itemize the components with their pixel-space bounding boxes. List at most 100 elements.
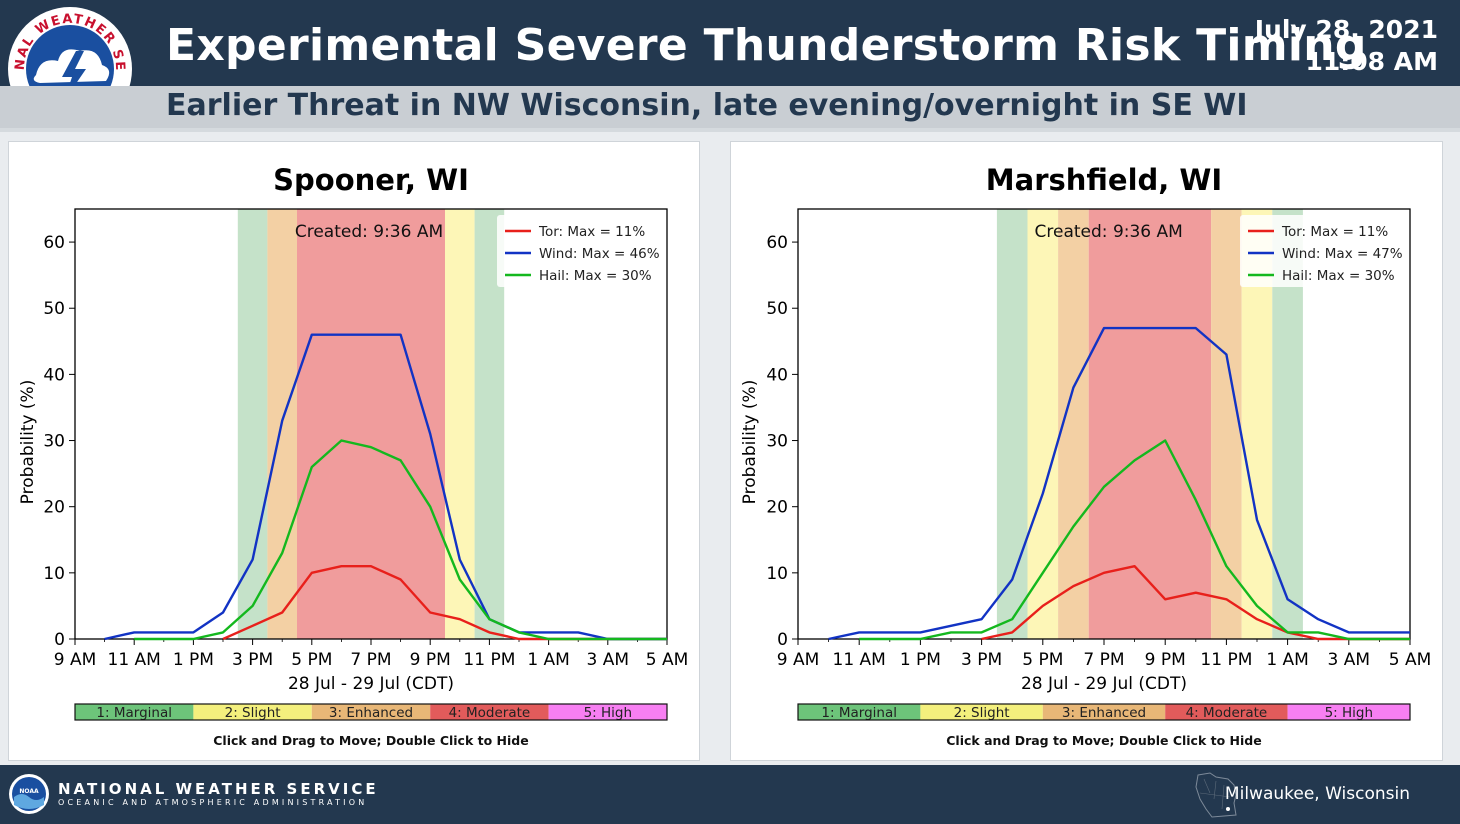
time-text: 11:08 AM xyxy=(1305,47,1438,76)
x-tick-label: 11 PM xyxy=(1200,650,1252,670)
risk-legend-label: 3: Enhanced xyxy=(1062,705,1146,721)
legend-entry-hail: Hail: Max = 30% xyxy=(539,268,652,284)
chart-title: Spooner, WI xyxy=(273,163,469,197)
risk-legend-label: 2: Slight xyxy=(225,705,281,721)
x-tick-label: 7 PM xyxy=(1083,650,1124,670)
risk-legend-label: 2: Slight xyxy=(954,705,1010,721)
x-tick-label: 9 AM xyxy=(54,650,97,670)
legend-entry-hail: Hail: Max = 30% xyxy=(1282,268,1395,284)
x-axis-label: 28 Jul - 29 Jul (CDT) xyxy=(1021,674,1187,694)
x-tick-label: 1 PM xyxy=(900,650,941,670)
chart-svg-marshfield: Marshfield, WI 0 10 20 30 40 50 60 9 AM 11 AM 1 PM… xyxy=(740,163,1432,748)
risk-legend-label: 5: High xyxy=(1325,705,1373,721)
y-tick-label: 10 xyxy=(766,564,788,584)
risk-band-enhanced xyxy=(1211,209,1242,639)
timestamp: July 28, 2021 11:08 AM xyxy=(1255,14,1438,78)
chart-panel-marshfield: Marshfield, WI 0 10 20 30 40 50 60 9 AM 11 AM 1 PM… xyxy=(730,141,1443,761)
x-tick-label: 3 AM xyxy=(1328,650,1371,670)
office-name: Milwaukee, Wisconsin xyxy=(1224,784,1410,804)
y-tick-label: 0 xyxy=(54,630,65,650)
created-annotation: Created: 9:36 AM xyxy=(1035,222,1183,242)
risk-legend-label: 4: Moderate xyxy=(1186,705,1268,721)
chart-panel-spooner: Spooner, WI 0 10 20 30 40 50 60 9 AM 11 AM 1 PM 3 P… xyxy=(8,141,700,761)
y-axis-label: Probability (%) xyxy=(740,380,760,505)
risk-legend-label: 3: Enhanced xyxy=(329,705,413,721)
series-line-hail xyxy=(859,439,1410,641)
risk-legend-marginal xyxy=(798,704,921,720)
risk-legend-enhanced xyxy=(311,704,431,720)
risk-legend-label: 5: High xyxy=(584,705,632,721)
risk-band-moderate xyxy=(1088,209,1212,639)
chart-title: Marshfield, WI xyxy=(986,163,1222,197)
x-tick-label: 9 PM xyxy=(410,650,451,670)
series-line-wind xyxy=(104,333,667,641)
risk-legend-label: 1: Marginal xyxy=(821,705,897,721)
legend-box xyxy=(1240,215,1404,287)
risk-legend-slight xyxy=(920,704,1043,720)
x-tick-label: 11 AM xyxy=(108,650,161,670)
subtitle-bar: Earlier Threat in NW Wisconsin, late eve… xyxy=(0,86,1460,128)
x-tick-label: 3 PM xyxy=(961,650,1002,670)
page-title: Experimental Severe Thunderstorm Risk Ti… xyxy=(166,20,1367,71)
risk-legend-frame xyxy=(797,703,1411,721)
y-tick-label: 10 xyxy=(43,564,65,584)
x-tick-label: 1 AM xyxy=(527,650,570,670)
risk-legend-marginal xyxy=(75,704,194,720)
divider xyxy=(0,128,1460,132)
risk-band-slight xyxy=(445,209,475,639)
agency-subname: OCEANIC AND ATMOSPHERIC ADMINISTRATION xyxy=(58,798,368,807)
risk-band-slight xyxy=(1027,209,1059,639)
date-text: July 28, 2021 xyxy=(1254,15,1438,44)
risk-legend-high xyxy=(548,704,667,720)
y-tick-label: 30 xyxy=(43,432,65,452)
x-tick-label: 5 PM xyxy=(291,650,332,670)
risk-legend-enhanced xyxy=(1042,704,1166,720)
y-tick-label: 40 xyxy=(766,365,788,385)
x-tick-label: 7 PM xyxy=(350,650,391,670)
risk-legend-label: 4: Moderate xyxy=(449,705,531,721)
svg-text:NOAA: NOAA xyxy=(19,788,39,795)
x-tick-label: 1 AM xyxy=(1266,650,1309,670)
y-tick-label: 20 xyxy=(766,498,788,518)
risk-legend-moderate xyxy=(430,704,549,720)
y-tick-label: 60 xyxy=(43,233,65,253)
noaa-logo-icon: NOAA xyxy=(9,774,49,814)
x-tick-label: 3 AM xyxy=(587,650,630,670)
y-tick-label: 30 xyxy=(766,432,788,452)
y-tick-label: 20 xyxy=(43,498,65,518)
legend-entry-tor: Tor: Max = 11% xyxy=(538,224,645,240)
interaction-hint: Click and Drag to Move; Double Click to … xyxy=(946,733,1261,748)
legend-entry-wind: Wind: Max = 47% xyxy=(1282,246,1403,262)
y-tick-label: 50 xyxy=(766,299,788,319)
chart-svg-spooner: Spooner, WI 0 10 20 30 40 50 60 9 AM 11 AM 1 PM 3 P… xyxy=(18,163,689,748)
created-annotation: Created: 9:36 AM xyxy=(295,222,443,242)
footer-bar: NOAA NATIONAL WEATHER SERVICE OCEANIC AN… xyxy=(0,765,1460,824)
legend-box xyxy=(497,215,661,287)
risk-legend-high xyxy=(1287,704,1410,720)
legend-entry-tor: Tor: Max = 11% xyxy=(1281,224,1388,240)
agency-name: NATIONAL WEATHER SERVICE xyxy=(58,780,379,798)
legend-entry-wind: Wind: Max = 46% xyxy=(539,246,660,262)
risk-legend-moderate xyxy=(1165,704,1288,720)
y-tick-label: 0 xyxy=(777,630,788,650)
x-tick-label: 11 PM xyxy=(463,650,515,670)
x-tick-label: 9 PM xyxy=(1145,650,1186,670)
risk-band-marginal xyxy=(237,209,268,639)
risk-band-marginal xyxy=(996,209,1028,639)
interaction-hint: Click and Drag to Move; Double Click to … xyxy=(213,733,528,748)
series-line-wind xyxy=(828,326,1410,641)
x-axis-label: 28 Jul - 29 Jul (CDT) xyxy=(288,674,454,694)
x-tick-label: 5 PM xyxy=(1022,650,1063,670)
x-tick-label: 1 PM xyxy=(173,650,214,670)
risk-legend-frame xyxy=(74,703,668,721)
wisconsin-map-icon xyxy=(1195,772,1237,818)
y-tick-label: 60 xyxy=(766,233,788,253)
x-tick-label: 5 AM xyxy=(1389,650,1432,670)
risk-legend-label: 1: Marginal xyxy=(96,705,172,721)
x-tick-label: 5 AM xyxy=(646,650,689,670)
x-tick-label: 3 PM xyxy=(232,650,273,670)
x-tick-label: 11 AM xyxy=(833,650,886,670)
y-tick-label: 40 xyxy=(43,365,65,385)
risk-legend-slight xyxy=(193,704,312,720)
page-subtitle: Earlier Threat in NW Wisconsin, late eve… xyxy=(166,88,1248,123)
